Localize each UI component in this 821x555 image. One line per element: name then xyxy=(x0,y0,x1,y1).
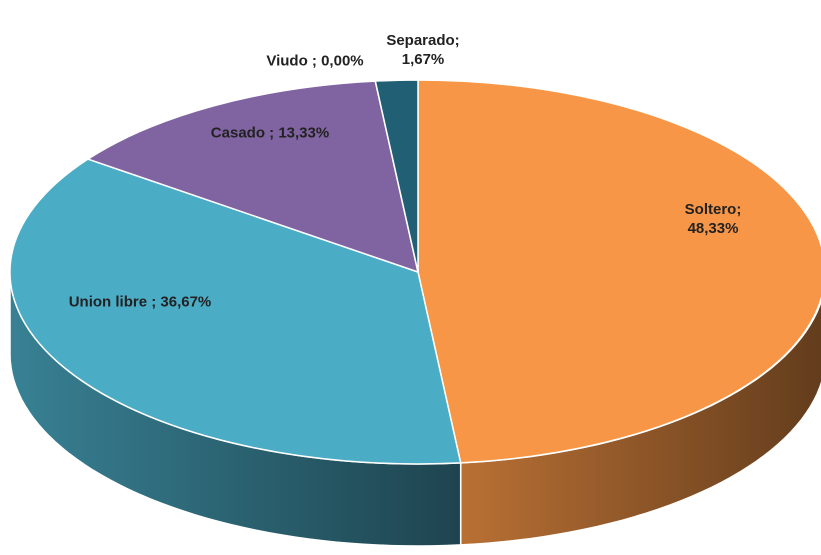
data-label: Union libre ; 36,67% xyxy=(68,293,212,311)
data-label: Separado; 1,67% xyxy=(386,32,460,68)
data-label: Soltero; 48,33% xyxy=(684,201,742,237)
slice xyxy=(374,79,419,273)
data-label: Viudo ; 0,00% xyxy=(266,52,364,70)
slice xyxy=(86,80,420,274)
slice xyxy=(417,79,821,464)
slice xyxy=(9,158,462,465)
data-label: Casado ; 13,33% xyxy=(210,124,330,142)
